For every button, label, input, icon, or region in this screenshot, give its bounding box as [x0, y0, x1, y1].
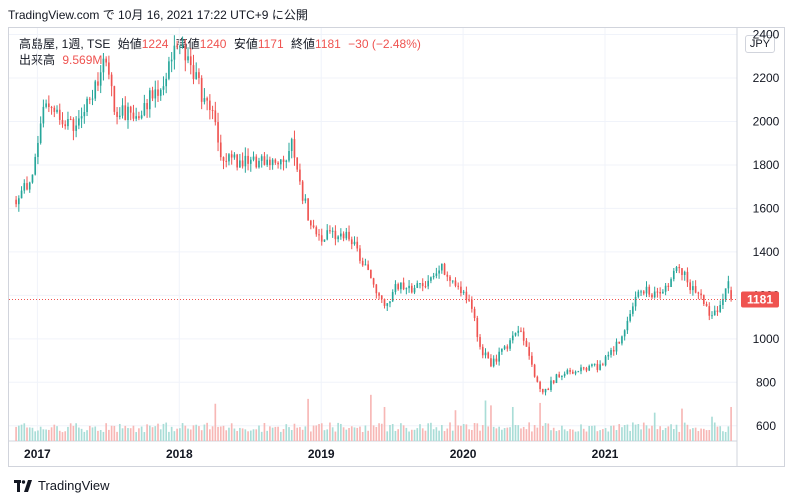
legend-low-value: 1171 [257, 37, 284, 51]
legend-volume-value: 9.569M [62, 53, 103, 67]
brand-name: TradingView [38, 478, 110, 493]
legend-low-label: 安値 [233, 37, 258, 51]
legend-high-label: 高値 [175, 37, 200, 51]
currency-button[interactable]: JPY [745, 35, 775, 53]
legend-symbol: 高島屋, 1週, TSE [19, 37, 111, 51]
publish-header: TradingView.com で 10月 16, 2021 17:22 UTC… [8, 8, 308, 22]
legend-open-value: 1224 [141, 37, 169, 51]
legend-ohlc-row: 高島屋, 1週, TSE 始値1224 高値1240 安値1171 終値1181… [19, 36, 421, 52]
legend-close-value: 1181 [315, 37, 341, 51]
legend-open-label: 始値 [117, 37, 142, 51]
tradingview-brand[interactable]: TradingView [14, 478, 110, 493]
legend-high-value: 1240 [199, 37, 227, 51]
chart-frame[interactable] [8, 27, 785, 467]
legend-volume-label: 出来高 [19, 53, 56, 67]
legend-close-label: 終値 [291, 37, 316, 51]
legend-volume-row: 出来高 9.569M [19, 52, 421, 68]
tradingview-logo-icon [14, 479, 32, 492]
legend-change: −30 (−2.48%) [348, 37, 421, 51]
chart-legend: 高島屋, 1週, TSE 始値1224 高値1240 安値1171 終値1181… [19, 36, 421, 68]
